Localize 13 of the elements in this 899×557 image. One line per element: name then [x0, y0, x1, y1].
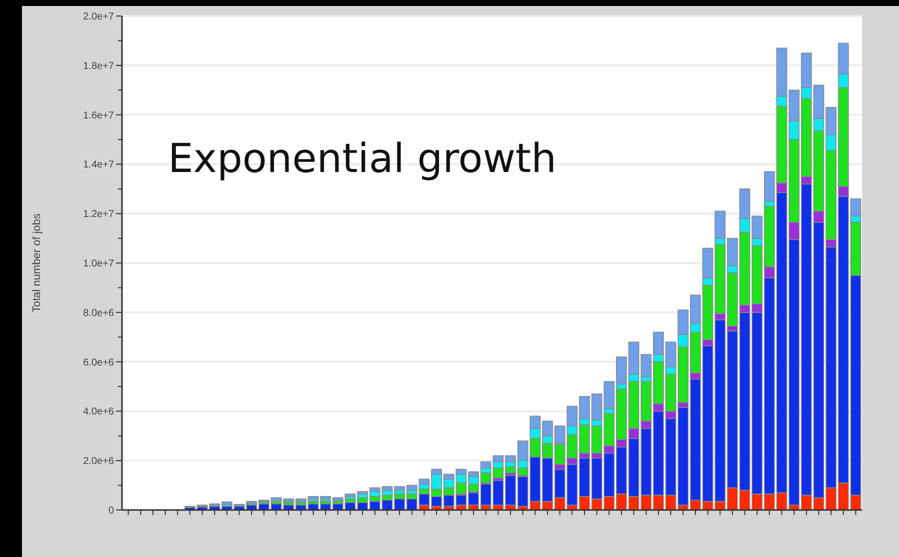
- y-tick-label: 2.0e+6: [83, 456, 114, 468]
- y-tick-label: 8.0e+6: [83, 308, 114, 319]
- y-axis-title: Total number of jobs: [31, 212, 43, 313]
- y-tick-label: 1.4e+7: [83, 160, 114, 171]
- y-tick-label: 1.8e+7: [83, 60, 114, 72]
- y-tick-label: 0: [108, 506, 114, 516]
- y-tick-label: 6.0e+6: [83, 357, 114, 368]
- annotation: Exponential growth: [168, 136, 556, 182]
- y-tick-label: 1.0e+7: [83, 258, 114, 270]
- y-tick-label: 1.2e+7: [83, 209, 114, 220]
- y-tick-label: 1.6e+7: [83, 110, 114, 122]
- y-tick-label: 4.0e+6: [83, 406, 114, 418]
- y-tick-label: 2.0e+7: [83, 12, 114, 22]
